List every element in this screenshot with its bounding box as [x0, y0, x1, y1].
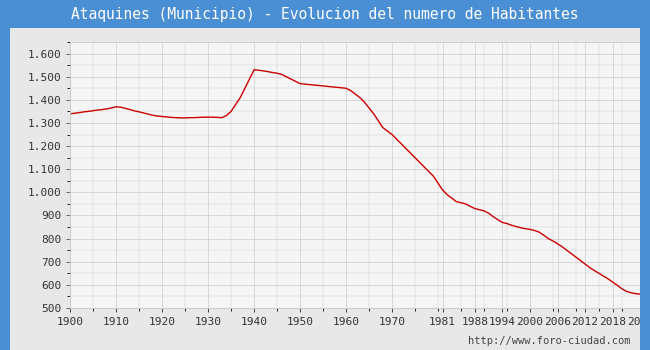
Text: http://www.foro-ciudad.com: http://www.foro-ciudad.com	[468, 336, 630, 346]
Text: Ataquines (Municipio) - Evolucion del numero de Habitantes: Ataquines (Municipio) - Evolucion del nu…	[72, 7, 578, 21]
